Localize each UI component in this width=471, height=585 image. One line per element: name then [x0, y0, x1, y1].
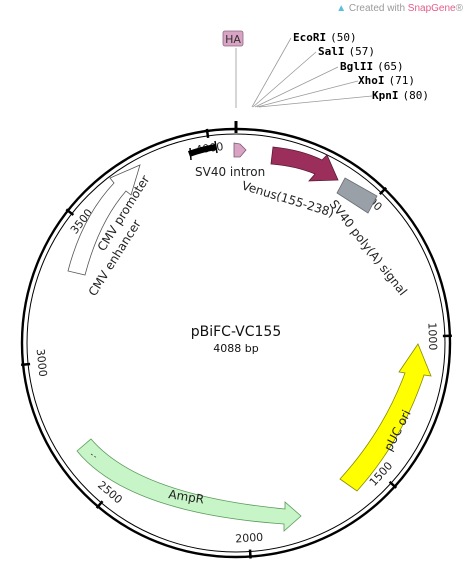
ha-box — [222, 30, 244, 47]
tick-label-1000: 1000 — [425, 322, 439, 350]
site-sali-name: SalI — [318, 45, 345, 58]
feature-intron-small[interactable] — [233, 142, 247, 158]
site-bglii[interactable]: BglII (65) — [340, 60, 404, 73]
ha-label: HA — [225, 33, 241, 46]
backbone-inner — [26, 133, 446, 553]
tick-label-3000: 3000 — [34, 348, 50, 377]
feature-sv40-intron-bar[interactable] — [187, 144, 217, 157]
site-ecori[interactable]: EcoRI (50) — [293, 31, 357, 44]
tick-mark-500 — [378, 186, 388, 196]
tick-mark-2500 — [95, 500, 104, 509]
site-kpni-pos: (80) — [403, 89, 430, 102]
plasmid-length: 4088 bp — [213, 342, 258, 355]
site-kpni[interactable]: KpnI (80) — [372, 89, 429, 102]
feature-ha[interactable]: HA — [222, 30, 244, 108]
feature-cmv[interactable] — [67, 164, 141, 276]
site-xhoi-name: XhoI — [358, 74, 385, 87]
feature-venus[interactable] — [270, 146, 339, 182]
site-xhoi-pos: (71) — [389, 74, 416, 87]
plasmid-name: pBiFC-VC155 — [191, 324, 282, 340]
site-bglii-pos: (65) — [377, 60, 404, 73]
watermark-prefix: Created with — [348, 3, 408, 14]
feature-ampr[interactable] — [76, 438, 302, 532]
snapgene-watermark: ▲ Created with SnapGene® — [336, 3, 463, 14]
ampr-label: AmpR — [168, 487, 206, 506]
venus-label: Venus(155-238) — [240, 178, 336, 219]
feature-sv40-polya[interactable] — [336, 177, 378, 214]
tick-mark-2000 — [248, 549, 252, 559]
restriction-sites: EcoRI (50) SalI (57) BglII (65) XhoI (71) Kp… — [293, 31, 429, 102]
sv40-intron-label: SV40 intron — [195, 165, 265, 179]
feature-puc-ori[interactable] — [339, 343, 432, 492]
site-ecori-pos: (50) — [330, 31, 357, 44]
tick-mark-3500 — [65, 208, 75, 216]
tick-label-2000: 2000 — [235, 531, 264, 546]
watermark-icon: ▲ — [336, 3, 347, 14]
watermark-brand: SnapGene — [407, 3, 456, 14]
site-xhoi[interactable]: XhoI (71) — [358, 74, 415, 87]
site-leaders — [251, 37, 373, 108]
site-ecori-name: EcoRI — [293, 31, 326, 44]
tick-mark-4000 — [205, 128, 210, 139]
tick-mark-3000 — [20, 362, 31, 367]
tick-mark-1500 — [388, 480, 398, 489]
watermark-suffix: ® — [455, 3, 463, 14]
site-sali-pos: (57) — [349, 45, 376, 58]
site-kpni-name: KpnI — [372, 89, 399, 102]
site-bglii-name: BglII — [340, 60, 373, 73]
site-sali[interactable]: SalI (57) — [318, 45, 375, 58]
